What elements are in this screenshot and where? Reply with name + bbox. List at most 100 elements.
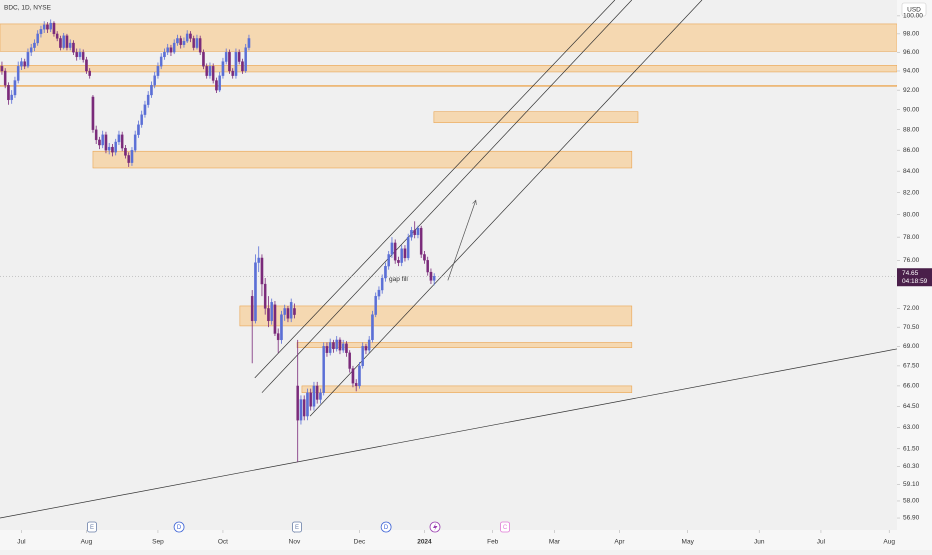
trendline [254,0,616,379]
x-tick-label: Sep [152,539,164,546]
candle [273,301,277,337]
projection-arrow [447,200,476,281]
candle-body [189,33,192,39]
candle-body [338,339,342,351]
candle-body [406,236,410,259]
symbol-title: BDC, 1D, NYSE [4,5,52,12]
candle-body [88,70,91,76]
candle-body [423,254,426,261]
candle-body [211,66,215,81]
candle [286,305,290,323]
lightning-event[interactable] [429,521,441,533]
candle-body [224,52,228,62]
candle [432,273,436,286]
candle-body [234,52,238,76]
y-tick-label: 67.50 [903,363,920,370]
candle-body [426,260,429,273]
candle [426,256,429,276]
candle [166,43,169,56]
candle-body [312,385,316,407]
candle [98,136,101,150]
zone [433,111,639,123]
candle [228,49,231,74]
candle-body [390,242,394,255]
candle [211,63,215,84]
candle-body [371,314,374,341]
x-tick-label: Aug [883,539,895,546]
candle-body [296,385,299,421]
candle [133,130,137,153]
time-axis [0,530,897,550]
candle-body [257,257,260,263]
candle-body [345,343,348,353]
event-badge [292,521,302,533]
candle [319,388,322,404]
candle [234,48,238,79]
y-tick-label: 63.00 [903,424,920,431]
x-tick-label: Dec [354,539,366,546]
event-badge [87,521,97,533]
event[interactable]: D [173,521,185,533]
candle [283,304,286,321]
candle [163,48,166,60]
candle-body [91,96,95,130]
y-tick-label: 78.00 [903,234,920,241]
candle-body [55,33,59,39]
candle-body [419,227,423,255]
candle [254,254,257,324]
candle-body [325,346,329,353]
candle [299,395,303,425]
candle-body [78,52,82,58]
y-tick-label: 100.00 [903,13,923,20]
candle-body [384,266,387,279]
x-tick-label: Aug [81,539,93,546]
zone [92,150,633,169]
candle-body [172,42,176,53]
candle [13,76,17,98]
event-badge [173,521,185,533]
candle-body [358,365,361,387]
zone [0,23,897,52]
candle-body [208,66,212,76]
candle [72,40,75,56]
candle-body [302,399,306,417]
event[interactable]: D [380,521,392,533]
y-tick-label: 84.00 [903,168,920,175]
candle-body [364,346,368,351]
currency-box[interactable] [901,2,927,17]
candle-body [26,52,30,67]
candle-body [137,124,140,135]
candle-body [354,383,358,387]
candle [172,39,176,55]
candle [215,77,218,94]
candle [3,68,7,89]
candle-body [7,85,10,101]
y-tick-label: 88.00 [903,126,920,133]
candle-body [221,61,225,76]
candle-body [133,134,137,151]
candle-body [42,24,46,30]
candle-body [107,146,111,151]
candle-body [72,42,75,53]
candle-body [179,38,182,45]
event[interactable]: E [87,521,97,533]
candle-body [397,260,400,263]
candle [423,250,426,264]
candle [68,39,72,51]
event[interactable]: C [500,521,510,533]
event[interactable]: E [292,521,302,533]
candle-body [20,61,23,67]
candle-body [276,333,280,341]
zone [0,85,897,87]
candle [403,245,407,262]
x-tick-label: Jun [754,539,765,546]
candle-body [400,248,403,263]
candle-body [117,134,121,143]
candle [7,82,10,105]
candle [140,110,143,128]
candle-body [260,257,264,285]
candle [257,246,260,273]
candle-body [241,61,244,72]
candle-body [361,346,364,367]
candle [23,58,26,70]
